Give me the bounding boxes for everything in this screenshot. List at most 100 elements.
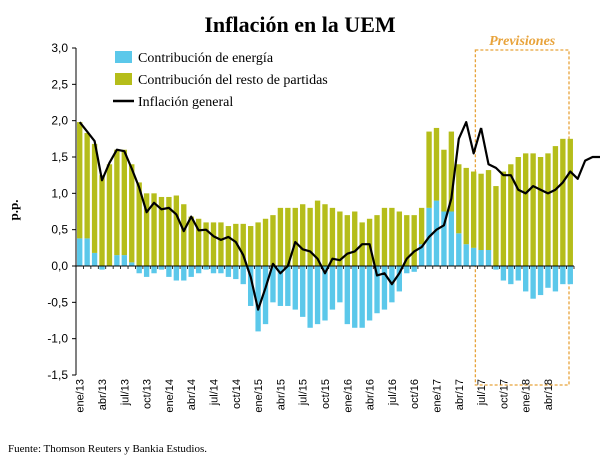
legend-swatch: [115, 51, 132, 63]
rest-bar: [322, 204, 328, 266]
y-tick-label: 3,0: [51, 41, 68, 55]
energy-bar: [329, 266, 336, 310]
x-tick-label: oct/17: [498, 379, 510, 409]
inflation-forecast-line: [480, 127, 600, 195]
legend-label: Contribución del resto de partidas: [138, 73, 328, 88]
energy-bar: [84, 238, 90, 266]
energy-bar: [404, 266, 410, 274]
energy-bar: [314, 266, 321, 325]
energy-bar: [448, 211, 455, 266]
x-tick-label: jul/17: [476, 379, 488, 406]
energy-bar: [344, 266, 350, 325]
rest-bar: [500, 171, 507, 266]
rest-bar: [233, 223, 239, 266]
rest-bar: [151, 193, 157, 266]
energy-bar: [136, 266, 142, 274]
energy-bar: [203, 266, 209, 270]
rest-bar: [567, 138, 573, 266]
energy-bar: [433, 200, 440, 266]
x-tick-label: abr/14: [186, 379, 198, 410]
x-tick-label: ene/17: [431, 379, 443, 413]
y-tick-label: 0,5: [51, 223, 68, 237]
rest-bar: [448, 131, 455, 212]
x-tick-label: jul/14: [209, 379, 221, 406]
energy-bar: [270, 266, 276, 303]
rest-bar: [270, 215, 276, 266]
energy-bar: [151, 266, 157, 274]
rest-bar: [285, 207, 291, 266]
x-tick-label: jul/15: [298, 379, 310, 406]
rest-bar: [262, 218, 269, 266]
rest-bar: [218, 222, 224, 266]
x-tick-label: jul/16: [387, 379, 399, 406]
rest-bar: [247, 226, 254, 266]
y-tick-label: -1,0: [47, 332, 68, 346]
rest-bar: [404, 215, 410, 266]
legend: Contribución de energía Contribución del …: [113, 51, 328, 110]
rest-bar: [485, 170, 492, 251]
energy-bar: [181, 266, 187, 281]
y-tick-label: 2,5: [51, 77, 68, 91]
rest-bar: [537, 157, 544, 266]
energy-bar: [225, 266, 232, 277]
rest-bar: [493, 186, 499, 266]
chart-title: Inflación en la UEM: [204, 12, 396, 37]
rest-bar: [337, 211, 343, 266]
energy-bar: [381, 266, 388, 310]
rest-bar: [470, 171, 477, 248]
rest-bar: [121, 149, 127, 256]
rest-bar: [240, 223, 246, 266]
energy-bar: [560, 266, 566, 285]
rest-bar: [188, 216, 194, 266]
inflation-line: [78, 121, 483, 311]
x-tick-label: abr/16: [365, 379, 377, 410]
y-tick-label: 1,0: [51, 186, 68, 200]
rest-bar: [173, 195, 180, 266]
x-tick-label: abr/17: [454, 379, 466, 410]
rest-bar: [114, 149, 120, 256]
energy-bar: [99, 266, 105, 270]
energy-bar: [173, 266, 180, 281]
y-tick-label: 0,0: [51, 259, 68, 273]
energy-bar: [247, 266, 254, 306]
energy-bar: [523, 266, 529, 292]
rest-bar: [560, 138, 566, 266]
energy-bar: [500, 266, 507, 281]
rest-bar: [418, 207, 425, 245]
x-tick-labels: ene/13 abr/13 jul/13 oct/13 ene/14 abr/14 jul/…: [75, 379, 555, 413]
rest-bar: [433, 127, 440, 201]
bar-series-group: [77, 122, 573, 332]
y-tick-labels: 3,0 2,5 2,0 1,5 1,0 0,5 0,0 -0,5 -1,0 -1,5: [47, 41, 68, 382]
rest-bar: [411, 215, 417, 266]
rest-bar: [181, 204, 187, 266]
rest-bar: [366, 218, 373, 266]
x-tick-label: oct/16: [409, 379, 421, 409]
x-tick-label: abr/15: [275, 379, 287, 410]
energy-bar: [277, 266, 284, 306]
energy-bar: [143, 266, 150, 277]
rest-bar: [225, 226, 232, 266]
x-tick-label: oct/15: [320, 379, 332, 409]
rest-bar: [515, 157, 521, 266]
energy-bar: [485, 250, 492, 266]
energy-bar: [545, 266, 551, 288]
rest-bar: [99, 175, 105, 266]
rest-bar: [106, 164, 113, 266]
rest-bar: [195, 218, 202, 266]
energy-bar: [322, 266, 328, 321]
energy-bar: [366, 266, 373, 321]
rest-bar: [158, 196, 165, 266]
rest-bar: [456, 164, 462, 234]
energy-bar: [121, 255, 127, 266]
legend-label: Contribución de energía: [138, 51, 274, 66]
energy-bar: [463, 244, 469, 266]
rest-bar: [277, 207, 284, 266]
rest-bar: [203, 222, 209, 266]
source-note: Fuente: Thomson Reuters y Bankia Estudio…: [8, 443, 207, 455]
energy-bar: [337, 266, 343, 303]
energy-bar: [240, 266, 246, 285]
x-tick-label: abr/13: [97, 379, 109, 410]
x-tick-label: oct/13: [142, 379, 154, 409]
y-tick-label: 1,5: [51, 150, 68, 164]
